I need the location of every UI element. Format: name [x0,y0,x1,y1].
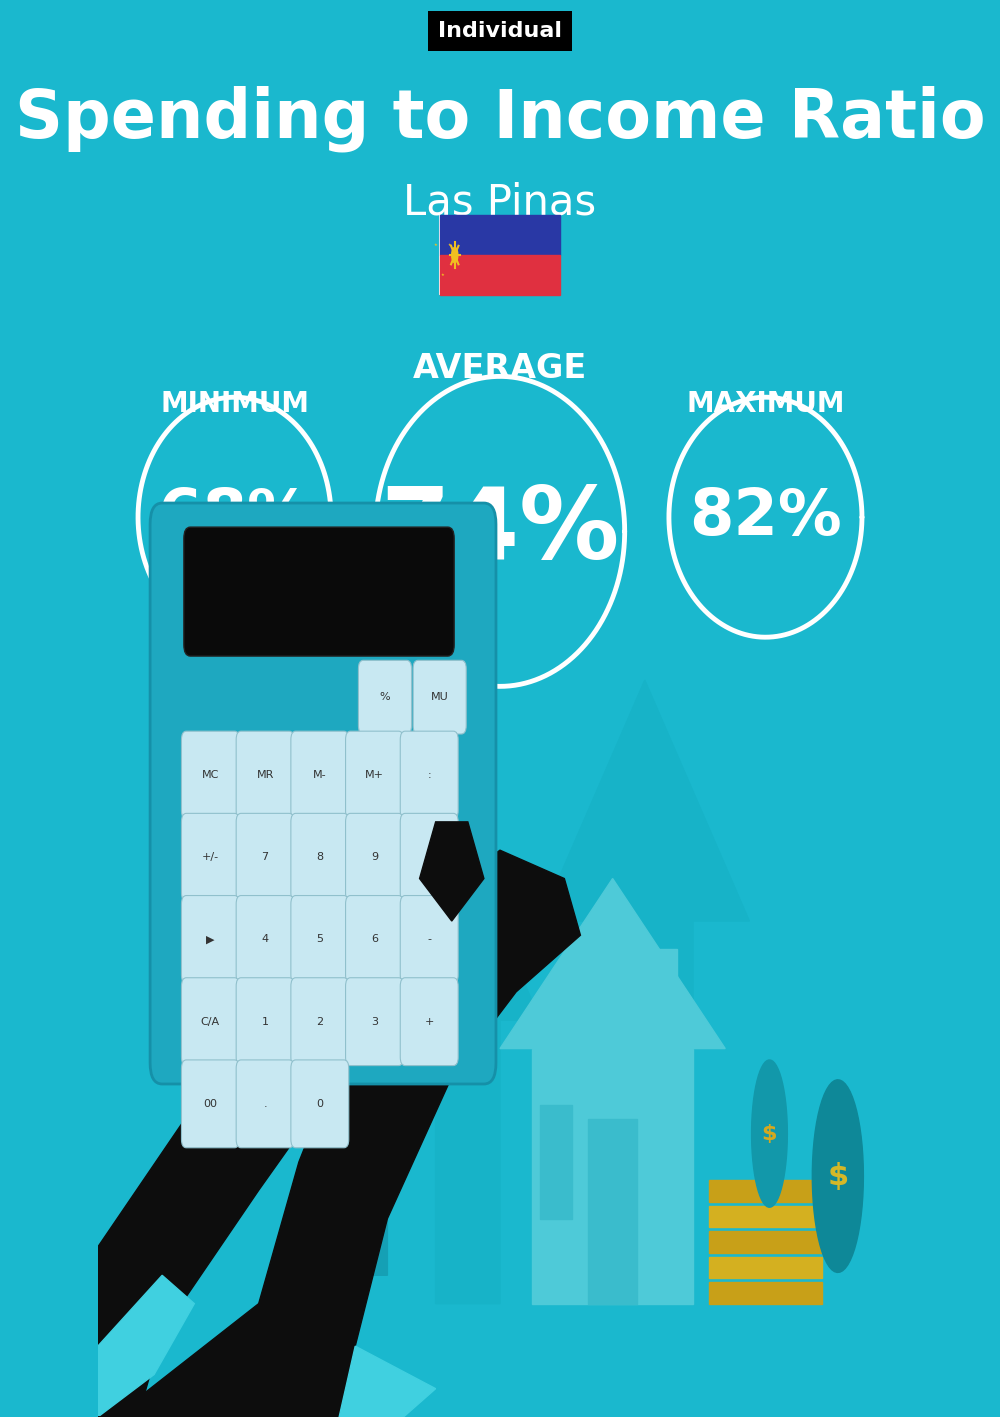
FancyBboxPatch shape [236,1060,294,1148]
Text: -: - [427,934,431,945]
FancyBboxPatch shape [150,503,496,1084]
FancyBboxPatch shape [400,896,458,983]
FancyBboxPatch shape [346,978,403,1066]
Polygon shape [812,1080,863,1272]
FancyBboxPatch shape [291,731,349,819]
FancyBboxPatch shape [291,1060,349,1148]
Text: ★: ★ [448,244,451,247]
Text: :: : [427,769,431,781]
FancyBboxPatch shape [236,731,294,819]
FancyBboxPatch shape [181,813,239,901]
Polygon shape [540,1105,572,1219]
Polygon shape [540,680,749,1304]
Text: 3: 3 [371,1016,378,1027]
Text: 82%: 82% [689,486,842,548]
Text: 0: 0 [316,1098,323,1110]
Text: 1: 1 [262,1016,269,1027]
Polygon shape [307,949,420,1275]
Polygon shape [98,992,339,1417]
Polygon shape [752,1060,787,1207]
Text: MAXIMUM: MAXIMUM [686,390,845,418]
Polygon shape [440,215,482,295]
FancyBboxPatch shape [413,660,466,734]
Text: .: . [263,1098,267,1110]
Polygon shape [500,879,725,1049]
Polygon shape [452,248,458,262]
FancyBboxPatch shape [236,813,294,901]
Polygon shape [709,1282,822,1304]
Text: ★: ★ [434,244,438,247]
FancyBboxPatch shape [291,896,349,983]
FancyBboxPatch shape [400,731,458,819]
FancyBboxPatch shape [181,978,239,1066]
Text: 00: 00 [203,1098,217,1110]
Text: 2: 2 [316,1016,323,1027]
Text: x: x [426,852,433,863]
Polygon shape [709,1206,822,1227]
FancyBboxPatch shape [181,1060,239,1148]
Polygon shape [709,1257,822,1278]
Text: M-: M- [313,769,327,781]
Polygon shape [653,949,677,1049]
Polygon shape [709,1231,822,1253]
Text: M+: M+ [365,769,384,781]
Text: Spending to Income Ratio: Spending to Income Ratio [15,85,985,152]
Polygon shape [532,1049,693,1304]
Polygon shape [98,1304,323,1417]
FancyBboxPatch shape [400,813,458,901]
Text: +: + [425,1016,434,1027]
Polygon shape [420,822,484,921]
Text: 6: 6 [371,934,378,945]
Polygon shape [440,255,560,295]
FancyBboxPatch shape [358,660,412,734]
Text: MR: MR [256,769,274,781]
Text: 4: 4 [262,934,269,945]
Polygon shape [709,1180,822,1202]
FancyBboxPatch shape [181,731,239,819]
Text: ★: ★ [441,273,445,276]
Text: $: $ [762,1124,777,1144]
FancyBboxPatch shape [346,813,403,901]
Text: 8: 8 [316,852,323,863]
Polygon shape [259,850,580,1417]
FancyBboxPatch shape [291,978,349,1066]
Text: 74%: 74% [380,483,620,580]
Text: Las Pinas: Las Pinas [403,181,597,224]
Text: MU: MU [431,691,449,703]
Text: AVERAGE: AVERAGE [413,351,587,385]
Polygon shape [588,1119,637,1304]
Polygon shape [339,1346,436,1417]
Text: +/-: +/- [202,852,219,863]
Text: $: $ [827,1162,848,1190]
FancyBboxPatch shape [184,527,454,656]
FancyBboxPatch shape [181,896,239,983]
Polygon shape [395,850,540,1304]
Text: %: % [380,691,390,703]
Text: MC: MC [202,769,219,781]
FancyBboxPatch shape [236,978,294,1066]
Polygon shape [440,215,560,255]
FancyBboxPatch shape [346,896,403,983]
Polygon shape [98,1275,194,1417]
FancyBboxPatch shape [236,896,294,983]
Text: ▶: ▶ [206,934,215,945]
Text: 68%: 68% [158,486,311,548]
Text: 5: 5 [316,934,323,945]
FancyBboxPatch shape [346,731,403,819]
Text: 7: 7 [262,852,269,863]
FancyBboxPatch shape [400,978,458,1066]
Text: 9: 9 [371,852,378,863]
Text: Individual: Individual [438,21,562,41]
Text: C/A: C/A [201,1016,220,1027]
Text: MINIMUM: MINIMUM [160,390,309,418]
FancyBboxPatch shape [291,813,349,901]
